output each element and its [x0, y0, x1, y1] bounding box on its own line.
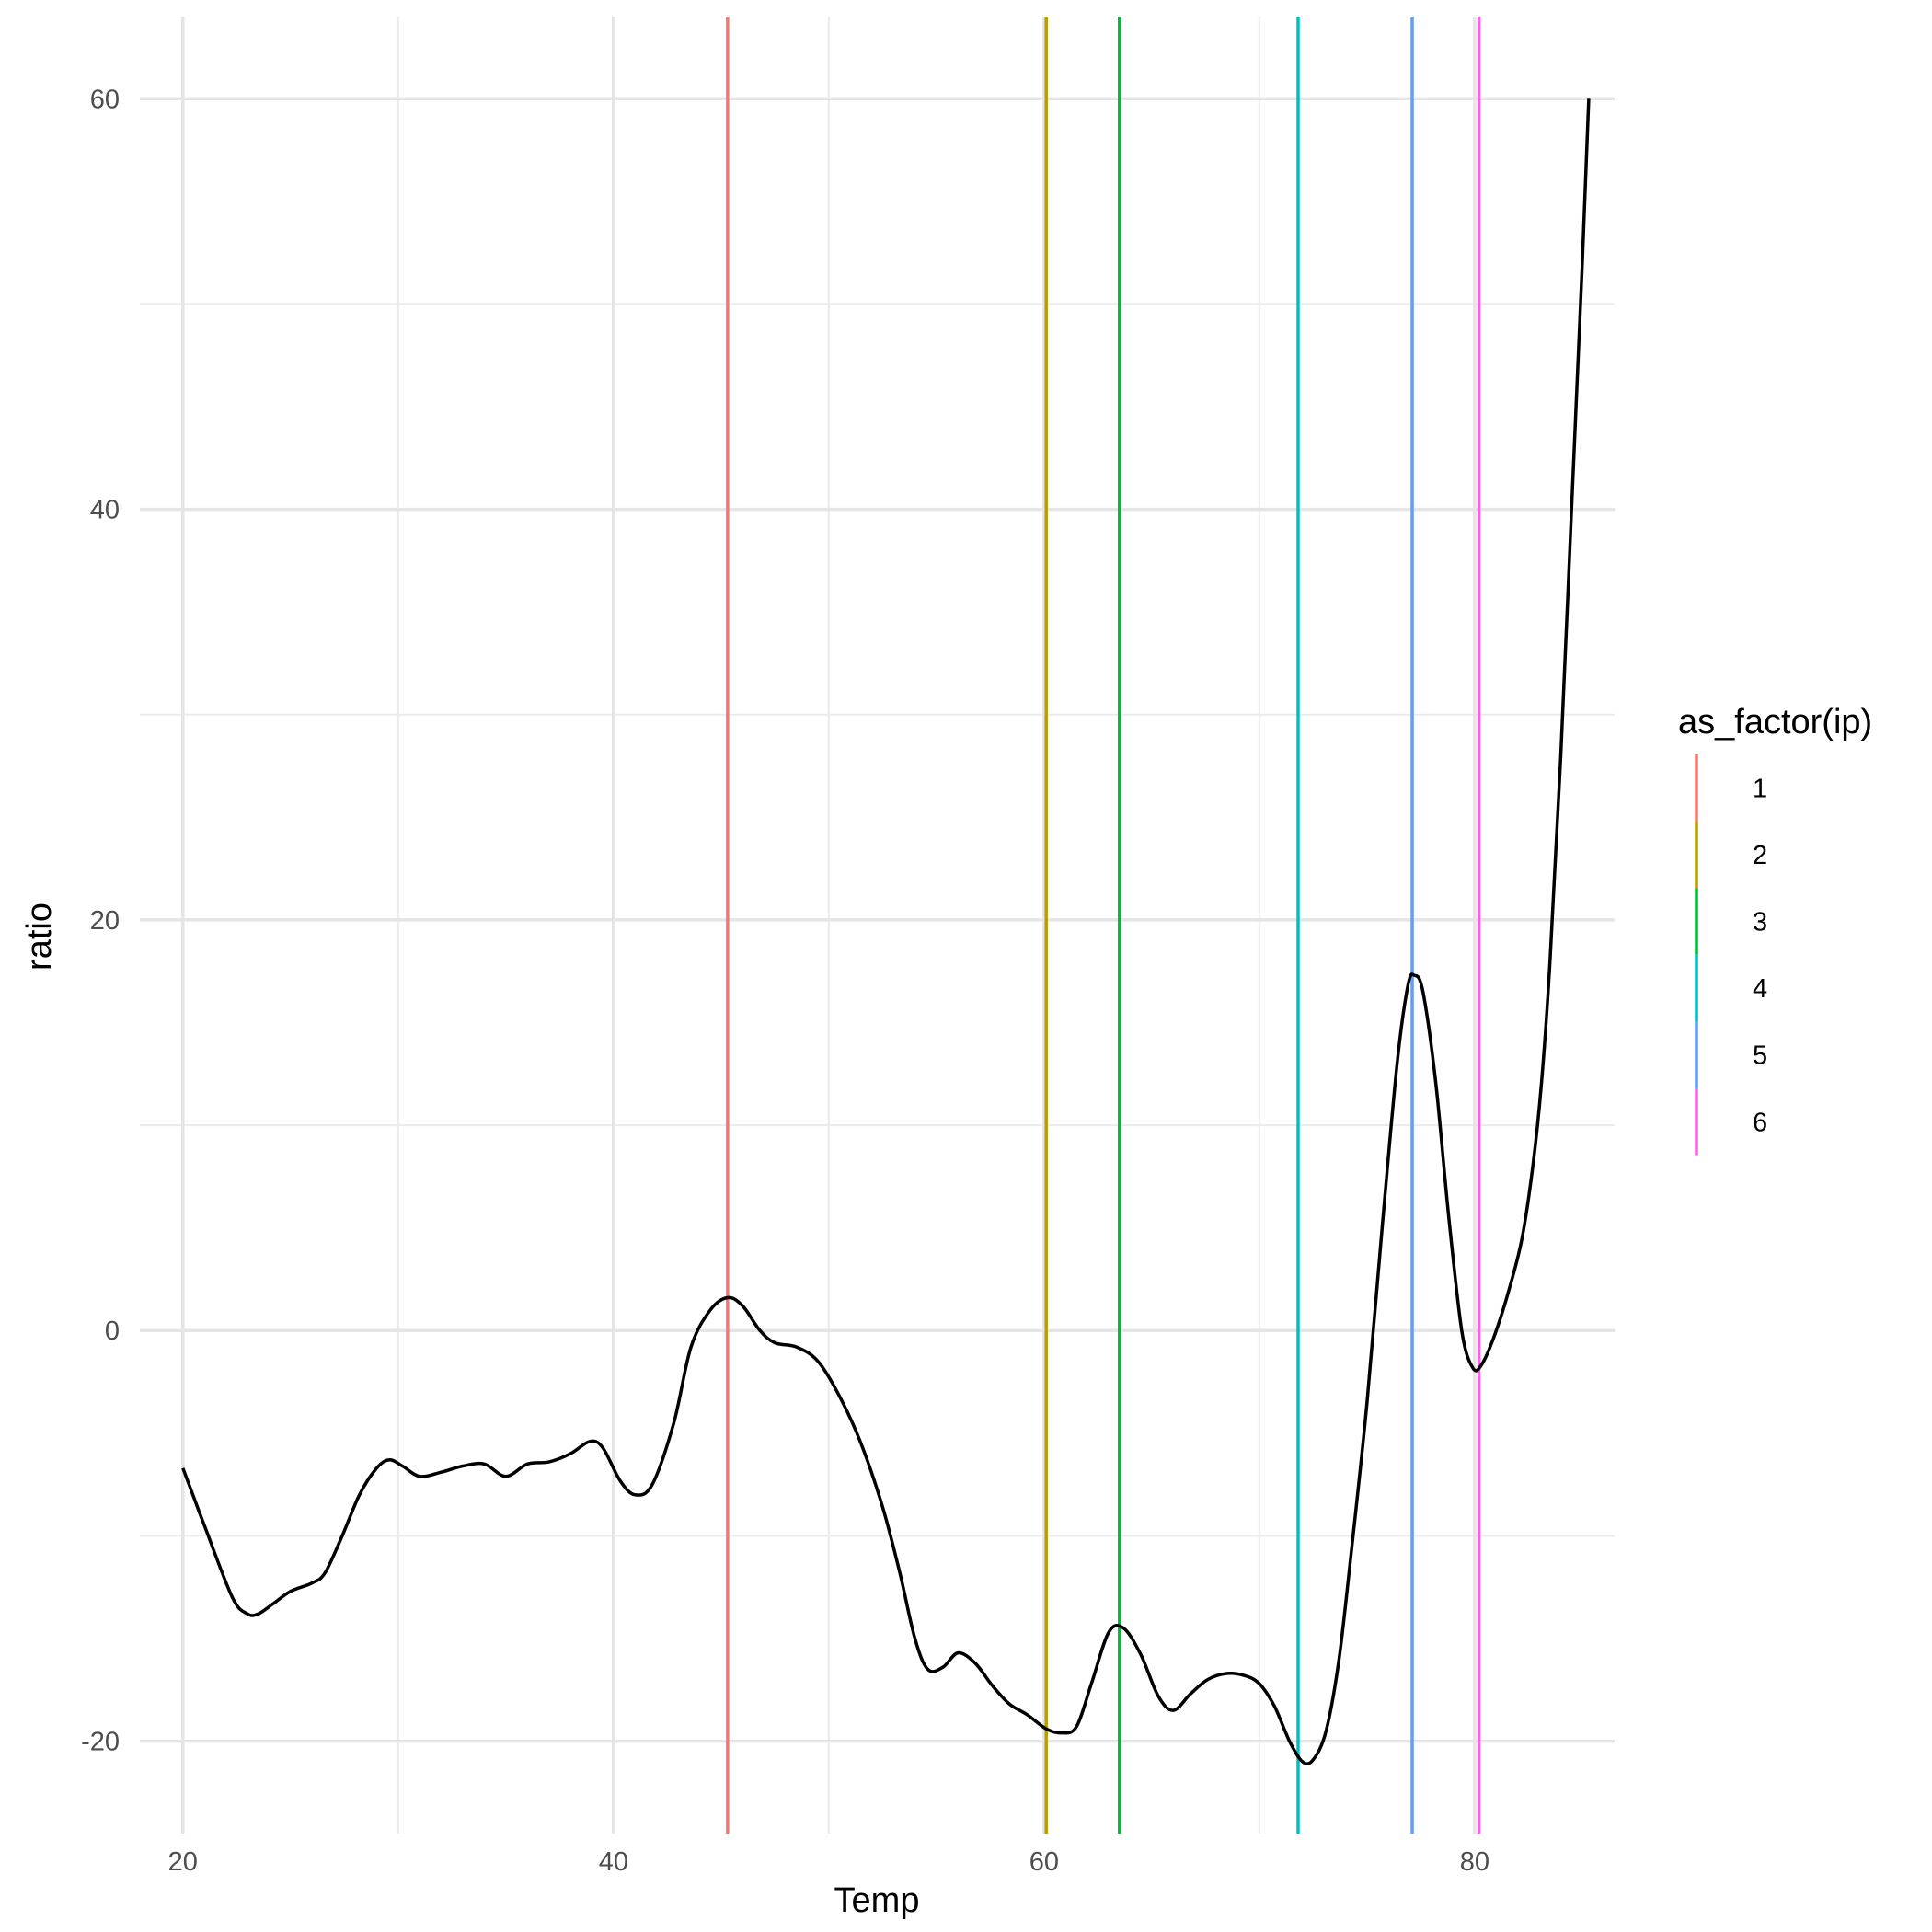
- x-tick-label: 40: [599, 1847, 628, 1877]
- legend-label-6: 6: [1753, 1108, 1767, 1137]
- legend-label-2: 2: [1753, 841, 1767, 870]
- ratio-series: [181, 98, 1591, 1765]
- ip-vertical-lines: [726, 17, 1481, 1834]
- legend: as_factor(ip) 1 2 3 4 5 6: [1678, 703, 1872, 1156]
- y-tick-label: 20: [90, 906, 120, 936]
- legend-label-3: 3: [1753, 908, 1767, 937]
- x-tick-label: 20: [168, 1847, 198, 1877]
- minor-gridlines: [140, 17, 1615, 1834]
- y-tick-label: 40: [90, 496, 120, 525]
- x-tick-label: 60: [1029, 1847, 1059, 1877]
- legend-label-1: 1: [1753, 774, 1767, 803]
- y-axis-title: ratio: [20, 903, 59, 971]
- legend-label-5: 5: [1753, 1041, 1767, 1071]
- y-axis-ticks: -20 0 20 40 60: [81, 85, 120, 1756]
- legend-label-4: 4: [1753, 974, 1767, 1004]
- y-tick-label: -20: [81, 1728, 120, 1757]
- legend-title: as_factor(ip): [1678, 703, 1872, 742]
- legend-items: 1 2 3 4 5 6: [1695, 754, 1767, 1156]
- y-tick-label: 0: [105, 1317, 120, 1346]
- x-axis-ticks: 20 40 60 80: [168, 1847, 1489, 1877]
- y-tick-label: 60: [90, 85, 120, 114]
- x-axis-title: Temp: [834, 1881, 920, 1920]
- ratio-line: [181, 98, 1591, 1765]
- major-gridlines: [140, 17, 1615, 1834]
- x-tick-label: 80: [1460, 1847, 1489, 1877]
